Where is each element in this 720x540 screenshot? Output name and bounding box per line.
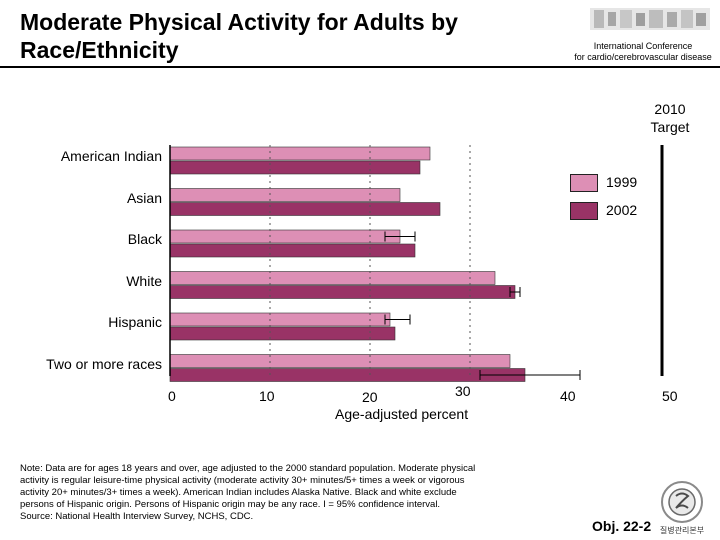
bar-2002	[169, 243, 416, 258]
target-label: 2010 Target	[640, 100, 700, 136]
bar-1999	[169, 312, 391, 327]
x-tick-label: 30	[455, 383, 471, 399]
bar-1999	[169, 354, 511, 368]
objective-label: Obj. 22-2	[592, 518, 652, 534]
conference-line-1: International Conference	[593, 41, 693, 51]
conference-logo	[590, 8, 710, 30]
agency-logo: 질병관리본부	[660, 481, 704, 535]
agency-logo-text: 질병관리본부	[660, 525, 704, 535]
category-label: White	[126, 272, 162, 289]
note-line-1: Note: Data are for ages 18 years and ove…	[20, 463, 476, 474]
title-divider	[0, 66, 720, 68]
bar-1999	[169, 271, 496, 285]
page-title: Moderate Physical Activity for Adults by…	[20, 8, 580, 64]
category-label: Hispanic	[108, 314, 162, 330]
bar-2002	[169, 326, 396, 341]
x-tick-label: 50	[662, 388, 678, 404]
bar-2002	[169, 368, 526, 382]
category-label: Asian	[126, 189, 162, 206]
title-line-1: Moderate Physical Activity for Adults by	[20, 9, 458, 35]
legend-label-2002: 2002	[606, 202, 638, 218]
conference-caption: International Conference for cardio/cere…	[568, 41, 718, 63]
target-line-2: Target	[650, 119, 690, 135]
x-axis-label: Age-adjusted percent	[335, 406, 469, 422]
x-tick-label: 20	[362, 389, 378, 405]
note-line-4: persons of Hispanic origin. Persons of H…	[20, 499, 441, 510]
bar-2002	[169, 202, 441, 216]
category-label: Two or more races	[46, 355, 162, 372]
footnote: Note: Data are for ages 18 years and ove…	[20, 463, 560, 523]
bar-1999	[169, 146, 431, 161]
legend-swatch-2002	[570, 202, 598, 220]
title-line-2: Race/Ethnicity	[20, 37, 179, 63]
bar-1999	[169, 229, 401, 244]
note-line-3: activity 20+ minutes/3+ times a week). A…	[20, 487, 457, 498]
target-line-1: 2010	[654, 101, 686, 117]
legend-label-1999: 1999	[606, 174, 638, 190]
note-line-2: activity is regular leisure-time physica…	[20, 475, 465, 486]
category-label: American Indian	[60, 148, 162, 164]
x-tick-label: 10	[259, 388, 275, 404]
conference-line-2: for cardio/cerebrovascular disease	[574, 52, 712, 62]
x-tick-label: 40	[560, 388, 576, 404]
bar-2002	[169, 160, 421, 175]
legend-swatch-1999	[570, 174, 598, 192]
category-label: Black	[127, 231, 162, 247]
bar-1999	[169, 188, 401, 202]
bar-2002	[169, 285, 516, 299]
x-tick-label: 0	[168, 388, 176, 404]
note-line-5: Source: National Health Interview Survey…	[20, 511, 254, 522]
